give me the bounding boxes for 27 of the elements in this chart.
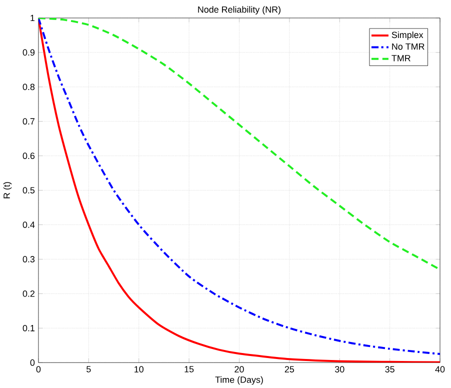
legend-label: No TMR [392,43,424,50]
x-axis-title: Time (Days) [215,376,263,385]
chart-title: Node Reliability (NR) [198,6,280,14]
x-tick-label: 40 [435,366,445,372]
x-tick-label: 25 [284,366,294,372]
x-tick-label: 15 [184,366,194,372]
y-tick-label: 0.3 [22,256,35,262]
y-axis-title: R (t) [3,182,12,198]
line-series [38,18,440,271]
y-tick-label: 0.8 [22,84,35,90]
y-tick-label: 0.6 [22,152,35,160]
x-tick-label: 35 [385,366,394,372]
y-tick-label: 0.1 [22,324,35,332]
y-tick-label: 0.5 [22,187,35,194]
y-tick-label: 0.9 [22,49,35,56]
x-tick-label: 10 [134,366,144,372]
x-tick-label: 0 [36,366,41,372]
y-tick-label: 0.2 [22,290,34,297]
legend-label: Simplex [392,32,424,40]
y-tick-label: 1 [30,14,35,22]
y-tick-label: 0.4 [22,222,35,228]
y-tick-label: 0 [30,359,35,366]
x-tick-label: 5 [86,366,91,372]
y-tick-label: 0.7 [22,118,34,125]
x-tick-label: 30 [334,366,344,372]
x-tick-label: 20 [234,366,244,372]
legend-label: TMR [392,55,410,62]
